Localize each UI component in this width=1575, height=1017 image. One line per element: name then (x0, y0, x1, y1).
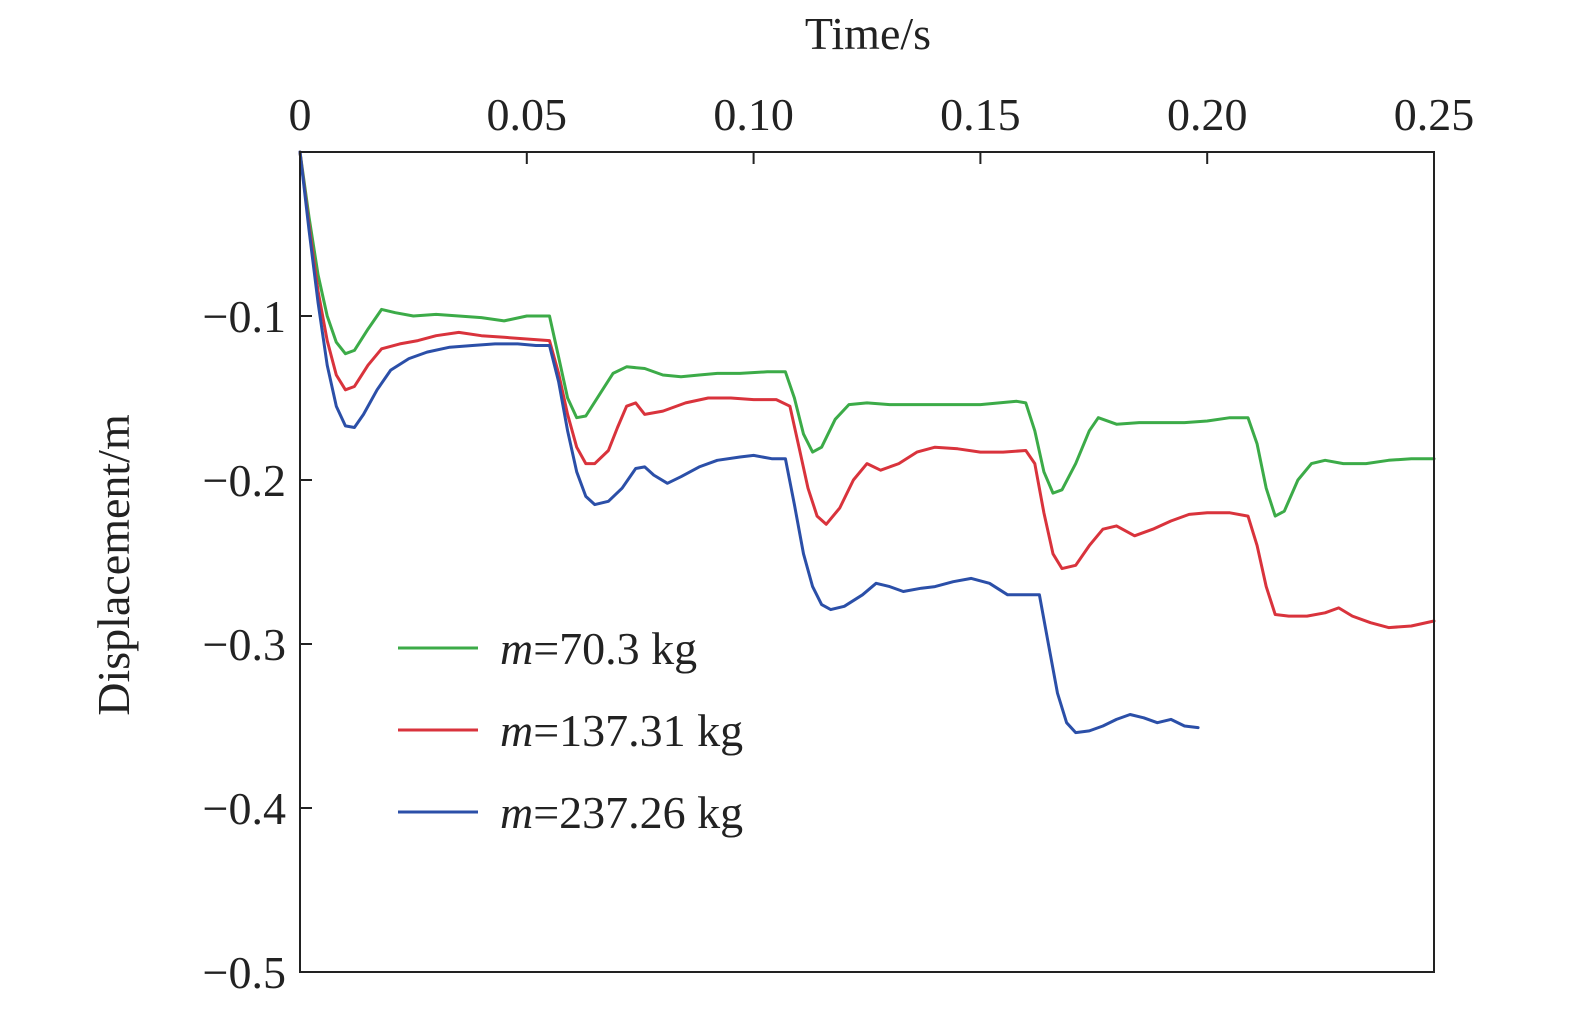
y-tick-label: −0.1 (203, 291, 286, 342)
x-axis-title: Time/s (805, 8, 931, 59)
series-line-1 (298, 150, 1436, 518)
y-tick-label: −0.5 (203, 947, 286, 998)
x-axis-ticks: 0 0.05 0.10 0.15 0.20 0.25 (289, 89, 1475, 164)
y-axis-ticks: −0.1 −0.2 −0.3 −0.4 −0.5 (203, 291, 312, 998)
legend: m=70.3 kgm=137.31 kgm=237.26 kg (398, 623, 743, 838)
series-line-2 (298, 150, 1436, 630)
y-tick-label: −0.2 (203, 455, 286, 506)
x-tick-label: 0.25 (1394, 89, 1475, 140)
x-tick-label: 0.05 (487, 89, 568, 140)
series-lines (298, 150, 1436, 735)
legend-value: =70.3 kg (533, 623, 697, 674)
legend-variable: m (500, 787, 533, 838)
legend-value: =237.26 kg (533, 787, 743, 838)
y-axis-title: Displacement/m (88, 414, 139, 716)
legend-label-2: m=137.31 kg (500, 705, 743, 756)
y-tick-label: −0.3 (203, 619, 286, 670)
series-line-3 (298, 150, 1200, 735)
legend-variable: m (500, 705, 533, 756)
x-tick-label: 0.20 (1167, 89, 1248, 140)
legend-label-3: m=237.26 kg (500, 787, 743, 838)
legend-variable: m (500, 623, 533, 674)
y-tick-label: −0.4 (203, 783, 286, 834)
plot-area-frame (299, 151, 1435, 973)
legend-label-1: m=70.3 kg (500, 623, 697, 674)
x-tick-label: 0.10 (713, 89, 794, 140)
legend-value: =137.31 kg (533, 705, 743, 756)
x-tick-label: 0 (289, 89, 312, 140)
x-tick-label: 0.15 (940, 89, 1021, 140)
